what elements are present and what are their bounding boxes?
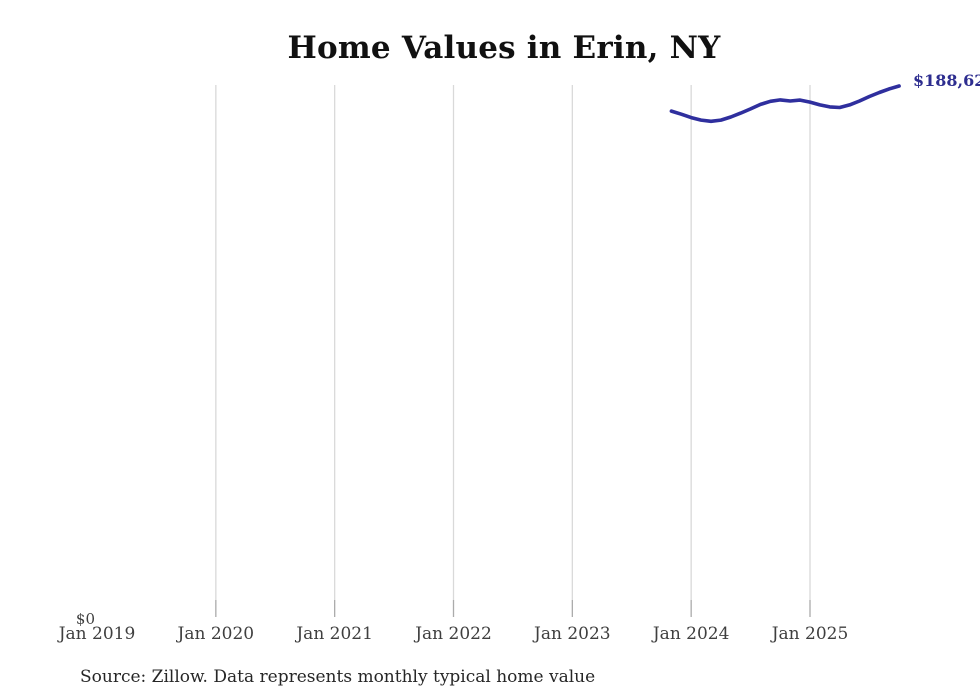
x-axis-tick-label: Jan 2020 xyxy=(177,624,255,644)
latest-value-label: $188,622 xyxy=(913,71,980,90)
chart-title: Home Values in Erin, NY xyxy=(287,30,721,66)
source-note: Source: Zillow. Data represents monthly … xyxy=(80,667,596,687)
x-axis-tick-label: Jan 2019 xyxy=(58,624,136,644)
x-axis-tick-label: Jan 2022 xyxy=(415,624,492,644)
x-axis-tick-label: Jan 2023 xyxy=(534,624,611,644)
x-axis-tick-label: Jan 2021 xyxy=(296,624,373,644)
x-axis-tick-label: Jan 2024 xyxy=(652,624,730,644)
gridlines-group xyxy=(215,85,811,600)
tick-marks-group xyxy=(215,600,811,617)
home-value-line xyxy=(669,84,901,124)
x-axis-tick-label: Jan 2025 xyxy=(771,624,849,644)
y-axis-zero-label: $0 xyxy=(75,610,95,628)
